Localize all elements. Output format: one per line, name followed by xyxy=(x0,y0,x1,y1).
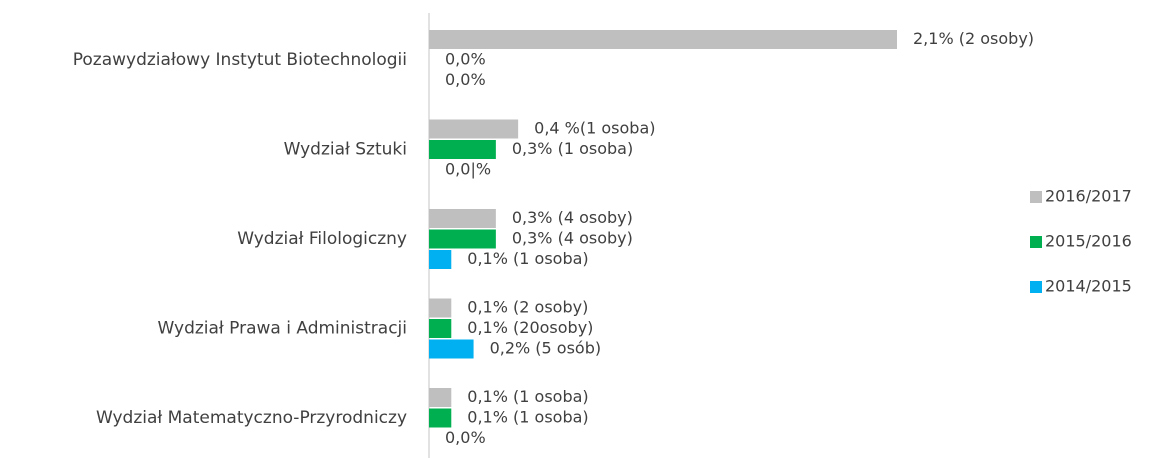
data-label: 0,0% xyxy=(445,50,486,69)
bar xyxy=(429,319,452,338)
data-label: 0,0% xyxy=(445,70,486,89)
bar xyxy=(429,388,452,407)
data-label: 0,1% (2 osoby) xyxy=(467,298,588,317)
y-tick-label: Wydział Sztuki xyxy=(284,140,407,160)
data-label: 0,1% (1 osoba) xyxy=(467,408,588,427)
data-label: 0,1% (1 osoba) xyxy=(467,387,588,406)
y-tick-label: Wydział Matematyczno-Przyrodniczy xyxy=(96,408,407,428)
bar xyxy=(429,209,496,228)
y-tick-label: Pozawydziałowy Instytut Biotechnologii xyxy=(73,50,407,70)
bar xyxy=(429,250,452,269)
data-label: 0,1% (1 osoba) xyxy=(467,249,588,268)
bar xyxy=(429,119,519,139)
data-label: 0,0% xyxy=(445,428,486,447)
legend-label: 2015/2016 xyxy=(1045,232,1132,251)
data-label: 0,3% (4 osoby) xyxy=(512,208,633,227)
bar xyxy=(429,30,897,49)
data-label: 0,3% (4 osoby) xyxy=(512,229,633,248)
bar xyxy=(429,408,452,428)
data-label: 0,4 %(1 osoba) xyxy=(534,119,655,138)
legend-swatch xyxy=(1030,236,1042,248)
data-label: 0,1% (20osoby) xyxy=(467,318,593,337)
bar xyxy=(429,298,452,318)
legend-swatch xyxy=(1030,191,1042,203)
legend-label: 2016/2017 xyxy=(1045,187,1132,206)
bar xyxy=(429,140,496,159)
y-tick-label: Wydział Filologiczny xyxy=(237,229,407,249)
data-label: 0,3% (1 osoba) xyxy=(512,139,633,158)
y-tick-label: Wydział Prawa i Administracji xyxy=(158,319,408,339)
legend-label: 2014/2015 xyxy=(1045,277,1132,296)
legend-swatch xyxy=(1030,281,1042,293)
data-label: 2,1% (2 osoby) xyxy=(913,29,1034,48)
data-label: 0,0|% xyxy=(445,160,491,179)
data-label: 0,2% (5 osób) xyxy=(490,339,602,358)
bar xyxy=(429,229,496,249)
bar xyxy=(429,339,474,359)
